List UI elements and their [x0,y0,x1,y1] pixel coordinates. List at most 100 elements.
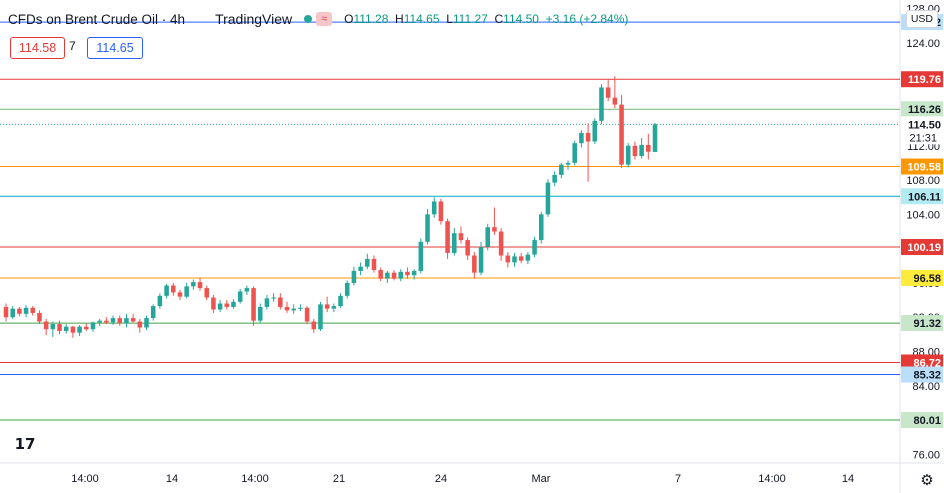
candle-body [17,308,22,314]
candle-body [565,162,571,165]
candle-body [291,308,296,311]
candle-body [10,308,15,318]
brand-name: TradingView [215,11,293,27]
candle-body [552,174,557,183]
candle-body [438,201,444,222]
candle-body [264,298,270,307]
countdown-label: 21:31 [909,132,937,144]
candle-body [652,124,658,152]
countdown-tag [901,130,943,145]
settings-gear-icon[interactable]: ⚙ [920,472,934,489]
candle-body [498,231,504,256]
x-tick-label: 14 [166,473,178,485]
candle-body [184,286,189,297]
candle-body [351,270,357,283]
buy-button[interactable]: 114.65 [87,37,143,59]
candle-body [150,306,156,319]
currency-button[interactable]: USD [905,10,938,28]
candle-body [90,322,96,330]
price-tag [901,354,943,371]
candle-body [237,291,243,302]
price-tag-label: 85.32 [913,370,941,382]
candle-body [70,326,76,333]
candle-body [157,295,163,307]
candle-body [170,285,176,293]
candle-body [418,241,424,271]
candle-body [30,307,36,313]
candle-body [599,87,604,121]
candle-body [23,307,29,314]
candle-body [204,288,209,298]
candle-body [331,306,337,309]
candle-body [518,256,524,261]
candle-body [344,282,350,296]
price-tag-label: 86.72 [913,358,941,370]
candle-body [164,285,169,296]
candle-body [57,324,62,331]
sell-button[interactable]: 114.58 [10,37,65,59]
candle-body [411,270,417,276]
candle-body [284,306,290,311]
y-tick-label: 104.00 [906,209,940,221]
candle-body [612,97,618,105]
price-tag-label: 96.58 [913,273,941,285]
candle-body [244,288,250,292]
price-tag-label: 80.01 [913,415,941,427]
market-status[interactable]: ≈ [304,12,333,26]
candle-body [124,318,129,324]
open-value: 111.28 [353,12,389,26]
candle-body [84,326,89,330]
candle-body [365,258,370,267]
price-tag-label: 116.26 [908,104,941,116]
candle-body [472,255,477,273]
candle-body [298,307,303,309]
candle-body [605,87,611,98]
candle-body [144,318,149,328]
symbol-title[interactable]: CFDs on Brent Crude Oil · 4h [8,11,186,27]
candle-body [77,326,82,333]
candle-body [512,256,517,263]
x-tick-label: 14:00 [758,473,786,485]
candle-body [579,132,584,144]
candle-body [251,288,256,321]
candle-body [425,214,430,242]
tradingview-logo-icon[interactable]: 17 [8,430,42,458]
candle-body [559,164,564,175]
price-tag-label: 114.50 [908,119,941,131]
price-tag [901,269,943,286]
price-tag [901,116,943,133]
candle-body [104,320,109,323]
price-tag-label: 100.19 [907,242,941,254]
x-tick-label: 24 [435,473,447,485]
candle-body [592,120,598,142]
price-tag [901,71,943,88]
candle-body [532,240,537,255]
candle-body [405,271,410,276]
candle-body [338,295,343,307]
price-tag-label: 106.11 [908,191,941,203]
x-tick-label: 7 [675,473,681,485]
candle-body [398,271,404,279]
candle-body [545,182,551,215]
candle-body [478,246,484,273]
candle-body [50,324,56,330]
candle-body [646,144,651,152]
candle-body [211,297,216,310]
candle-body [358,266,363,271]
y-tick-label: 84.00 [912,381,940,393]
candle-body [452,233,457,253]
candle-body [619,104,624,165]
candle-body [585,132,591,142]
ohlc-readout: O111.28 H114.65 L111.27 C114.50 +3.16 (+… [344,12,629,26]
candle-body [217,303,223,310]
candle-body [465,240,470,256]
spread-value: 7 [69,39,76,53]
low-value: 111.27 [452,12,488,26]
candle-body [458,233,464,241]
y-tick-label: 124.00 [906,38,940,50]
candle-body [37,312,42,322]
candle-body [391,272,397,279]
price-tag-label: 119.76 [908,74,941,86]
candle-body [525,254,531,261]
